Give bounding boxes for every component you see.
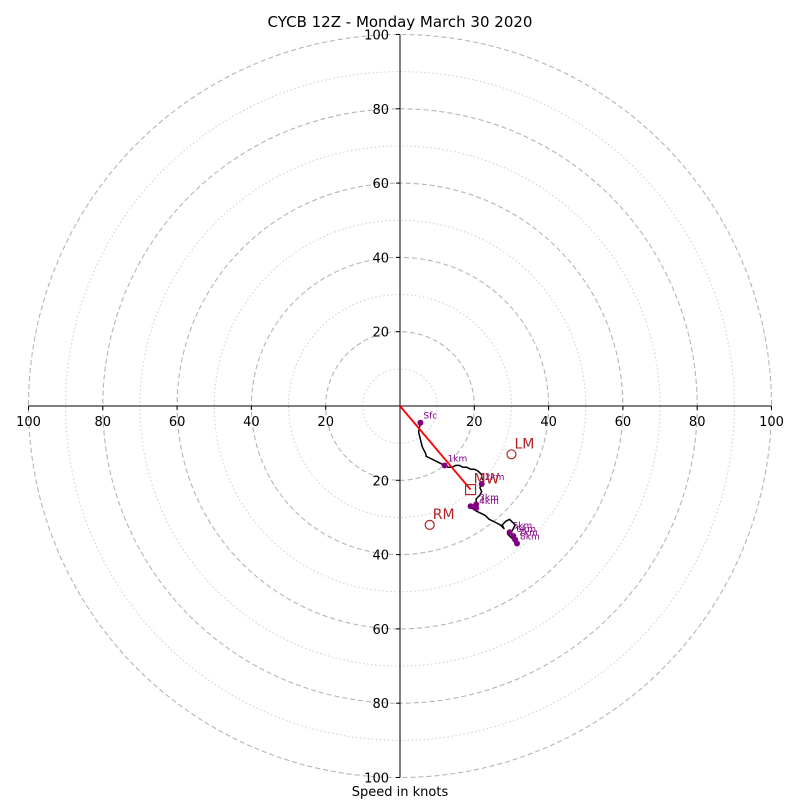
height-marker-label: 6km: [516, 525, 536, 535]
y-tick-label: 60: [372, 623, 389, 638]
storm-motion-label: MW: [474, 472, 500, 488]
x-tick-label: 40: [540, 415, 557, 430]
height-marker-label: 7km: [518, 529, 538, 539]
y-tick-label: 40: [372, 549, 389, 564]
height-marker-dot: [514, 540, 521, 547]
y-tick-label: 80: [372, 697, 389, 712]
height-marker-dot: [417, 419, 424, 426]
x-tick-label: 80: [95, 415, 112, 430]
x-tick-label: 100: [16, 415, 41, 430]
x-tick-label: 40: [243, 415, 260, 430]
y-tick-label: 20: [372, 474, 389, 489]
storm-motion-circle: [424, 519, 435, 530]
y-tick-label: 60: [372, 177, 389, 192]
height-marker-dot: [441, 462, 448, 469]
x-tick-label: 60: [615, 415, 632, 430]
height-marker-label: Sfc: [423, 412, 437, 422]
storm-motion-label: LM: [514, 436, 534, 452]
storm-motion-label: RM: [433, 507, 455, 523]
height-marker-dot: [473, 505, 480, 512]
chart-title: CYCB 12Z - Monday March 30 2020: [268, 13, 533, 31]
storm-motion-circle: [506, 449, 517, 460]
x-tick-label: 20: [466, 415, 483, 430]
height-marker-dot: [506, 529, 513, 536]
height-marker-label: 1km: [448, 454, 468, 464]
y-tick-label: 20: [372, 326, 389, 341]
y-tick-label: 80: [372, 103, 389, 118]
height-marker-dot: [467, 503, 474, 510]
x-tick-label: 100: [759, 415, 784, 430]
height-marker-label: 2km: [485, 473, 505, 483]
height-marker-label: 4km: [479, 497, 499, 507]
tick-labels: 100 100 80 80 60 60 40 40 20 20 20 20 40 40 60 60 80 80 10…: [16, 29, 784, 787]
height-marker-dot: [478, 481, 485, 488]
mean-wind-line: [399, 405, 472, 491]
storm-motion-square: [464, 483, 477, 496]
y-tick-label: 40: [372, 251, 389, 266]
x-tick-label: 60: [169, 415, 186, 430]
x-tick-label: 80: [689, 415, 706, 430]
height-marker-label: 5km: [513, 521, 533, 531]
mean-wind-vector: [399, 405, 472, 491]
height-marker-label: 3km: [479, 493, 499, 503]
x-axis-label: Speed in knots: [352, 785, 449, 800]
y-tick-label: 100: [364, 772, 389, 787]
height-marker-label: 8km: [520, 532, 540, 542]
storm-motion-markers: LM RM MW: [424, 436, 534, 530]
y-tick-label: 100: [364, 29, 389, 44]
x-tick-label: 20: [317, 415, 334, 430]
